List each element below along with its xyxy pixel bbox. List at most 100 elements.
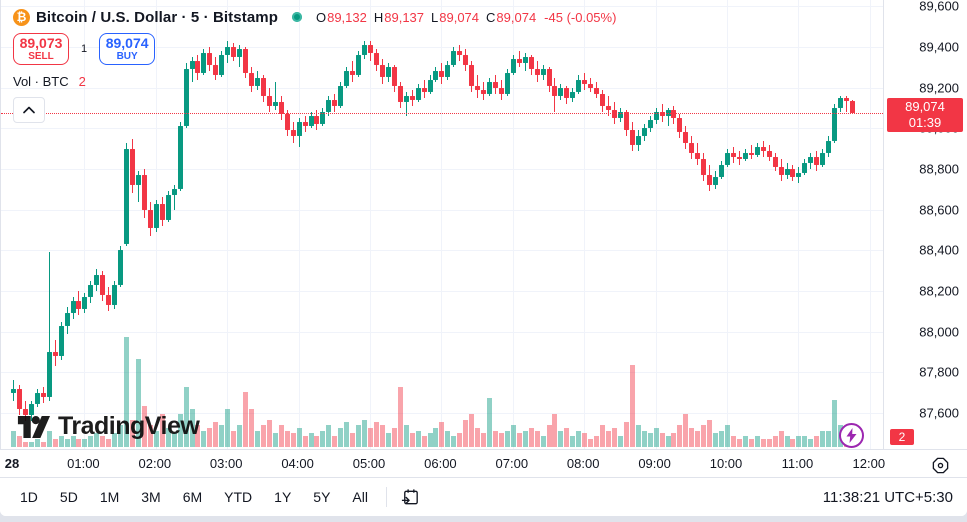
market-status-dot-icon[interactable] <box>291 12 302 22</box>
range-button-1y[interactable]: 1Y <box>274 489 292 505</box>
candle <box>141 175 147 210</box>
session-clock[interactable]: 11:38:21 UTC+5:30 <box>822 488 953 506</box>
volume-bar <box>272 433 278 447</box>
candle <box>463 55 469 66</box>
volume-bar <box>344 422 350 447</box>
candle <box>70 301 76 314</box>
candle <box>796 173 802 178</box>
gridline-vertical <box>370 0 371 449</box>
candle <box>689 142 695 153</box>
watermark-text: TradingView <box>58 412 200 440</box>
volume-bar <box>403 425 409 447</box>
candle <box>445 65 451 78</box>
candle-wick <box>750 144 752 159</box>
volume-bar <box>225 408 231 447</box>
volume-bar <box>356 425 362 447</box>
volume-bar <box>296 427 302 447</box>
range-button-6m[interactable]: 6M <box>182 489 203 505</box>
candle <box>368 44 373 54</box>
range-button-ytd[interactable]: YTD <box>224 489 253 505</box>
volume-bar <box>58 436 64 447</box>
volume-bar <box>457 433 463 447</box>
volume-bar <box>159 414 165 447</box>
volume-bar <box>772 436 778 447</box>
close-value: 89,074 <box>496 9 537 25</box>
range-button-1m[interactable]: 1M <box>99 489 120 505</box>
candle <box>820 152 826 165</box>
chart-legend: ₿ Bitcoin / U.S. Dollar · 5 · Bitstamp O… <box>13 6 616 123</box>
candle-wick <box>667 108 669 127</box>
volume-bar <box>802 436 808 447</box>
candle <box>481 89 487 94</box>
time-axis-label: 12:00 <box>852 456 886 471</box>
candle <box>808 156 814 163</box>
symbol-title[interactable]: Bitcoin / U.S. Dollar · 5 · Bitstamp <box>36 8 278 26</box>
candle <box>451 51 457 66</box>
range-button-1d[interactable]: 1D <box>20 489 38 505</box>
volume-bar <box>719 430 725 447</box>
candle <box>736 156 742 159</box>
low-value: 89,074 <box>439 9 480 25</box>
volume-bar <box>40 441 46 447</box>
volume-bar <box>112 433 118 447</box>
candle <box>284 114 290 131</box>
range-button-group: 1D 5D 1M 3M 6M YTD 1Y 5Y All <box>12 484 376 510</box>
candle <box>730 152 736 157</box>
candle <box>320 112 326 125</box>
candle <box>237 49 243 58</box>
candle <box>124 148 130 245</box>
range-button-all[interactable]: All <box>352 489 368 505</box>
volume-bar <box>665 436 671 447</box>
volume-bar <box>70 436 76 447</box>
buy-label: BUY <box>116 51 138 63</box>
gridline-vertical <box>84 0 86 449</box>
candle <box>213 65 219 76</box>
candle <box>719 164 725 178</box>
volume-bar <box>617 436 623 447</box>
volume-bar <box>195 425 201 447</box>
price-axis[interactable]: 87,600 87,800 88,000 88,200 88,400 88,600 88,8… <box>883 0 967 449</box>
buy-button[interactable]: 89,074 BUY <box>99 33 156 65</box>
candle <box>498 87 504 94</box>
candle <box>617 112 623 119</box>
volume-bar <box>725 425 730 447</box>
volume-bar <box>243 392 249 447</box>
candle <box>379 65 385 78</box>
volume-bar <box>362 419 368 447</box>
range-button-3m[interactable]: 3M <box>141 489 161 505</box>
volume-bar <box>671 433 677 447</box>
time-axis[interactable]: 28 01:00 02:00 03:00 04:00 05:00 06:00 07:00 08:… <box>0 449 967 477</box>
scale-settings-button[interactable] <box>929 454 951 476</box>
range-button-5d[interactable]: 5D <box>59 489 78 505</box>
candle <box>201 53 207 74</box>
range-button-5y[interactable]: 5Y <box>313 489 331 505</box>
candle-wick <box>48 252 50 401</box>
volume-bar <box>278 425 284 447</box>
candle <box>326 99 332 113</box>
volume-bar <box>522 430 528 447</box>
candle <box>629 130 635 145</box>
price-axis-label: 89,400 <box>919 39 959 55</box>
quick-trade-button[interactable] <box>839 423 864 448</box>
volume-bar <box>379 425 385 447</box>
volume-bar <box>350 433 356 447</box>
volume-bar <box>302 436 308 447</box>
collapse-pane-button[interactable] <box>13 97 45 123</box>
candle <box>195 61 201 74</box>
volume-bar <box>808 438 814 447</box>
volume-bar <box>308 433 314 447</box>
candle <box>332 99 338 106</box>
volume-bar <box>790 438 796 447</box>
sell-button[interactable]: 89,073 SELL <box>13 33 69 65</box>
candle <box>415 87 421 100</box>
candle <box>802 162 808 174</box>
volume-bar <box>201 430 207 447</box>
volume-bar <box>695 430 701 447</box>
gridline-vertical <box>227 0 229 449</box>
time-axis-label: 02:00 <box>138 456 172 471</box>
go-to-date-button[interactable] <box>397 483 425 511</box>
candle <box>231 47 237 58</box>
tradingview-watermark: TradingView <box>17 412 200 441</box>
volume-bar <box>219 425 225 447</box>
chart-pane[interactable]: TradingView ₿ Bitcoin / U.S. Dollar · 5 … <box>0 0 883 449</box>
